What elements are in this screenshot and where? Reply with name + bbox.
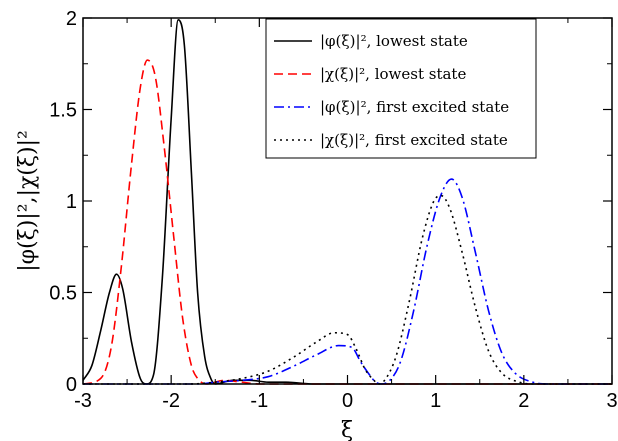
y-tick-label: 0: [66, 374, 77, 396]
y-tick-label: 1.5: [49, 100, 77, 122]
plot-frame: [82, 17, 613, 385]
y-tick-label: 1: [66, 191, 77, 213]
legend-label-3: |φ(ξ)|², first excited state: [320, 98, 509, 116]
legend-items: |φ(ξ)|², lowest state |χ(ξ)|², lowest sta…: [274, 32, 509, 149]
legend-label-2: |χ(ξ)|², lowest state: [320, 65, 466, 83]
x-tick-label: 3: [606, 390, 617, 412]
legend: |φ(ξ)|², lowest state |χ(ξ)|², lowest sta…: [265, 18, 537, 159]
x-axis-title: ξ: [341, 418, 353, 441]
series-line-3: [82, 178, 612, 385]
x-tick-label: -3: [74, 390, 92, 412]
x-tick-label: 1: [430, 390, 441, 412]
legend-box: [265, 18, 537, 159]
x-tick-label: -1: [250, 390, 268, 412]
y-axis-title: |φ(ξ)|²,|χ(ξ)|²: [15, 130, 40, 272]
y-tick-label: 0.5: [49, 283, 77, 305]
series-line-2: [82, 59, 612, 385]
curves-layer: [82, 19, 612, 385]
legend-label-1: |φ(ξ)|², lowest state: [320, 32, 468, 50]
x-tick-label: 2: [518, 390, 529, 412]
series-line-4: [82, 194, 612, 385]
y-tick-label: 2: [66, 8, 77, 30]
x-tick-label: 0: [342, 390, 353, 412]
legend-label-4: |χ(ξ)|², first excited state: [320, 131, 508, 149]
x-tick-label: -2: [162, 390, 180, 412]
ticks-layer: -3 -2 -1 0 1 2 3 0 0.5 1 1.5 2: [49, 8, 617, 412]
